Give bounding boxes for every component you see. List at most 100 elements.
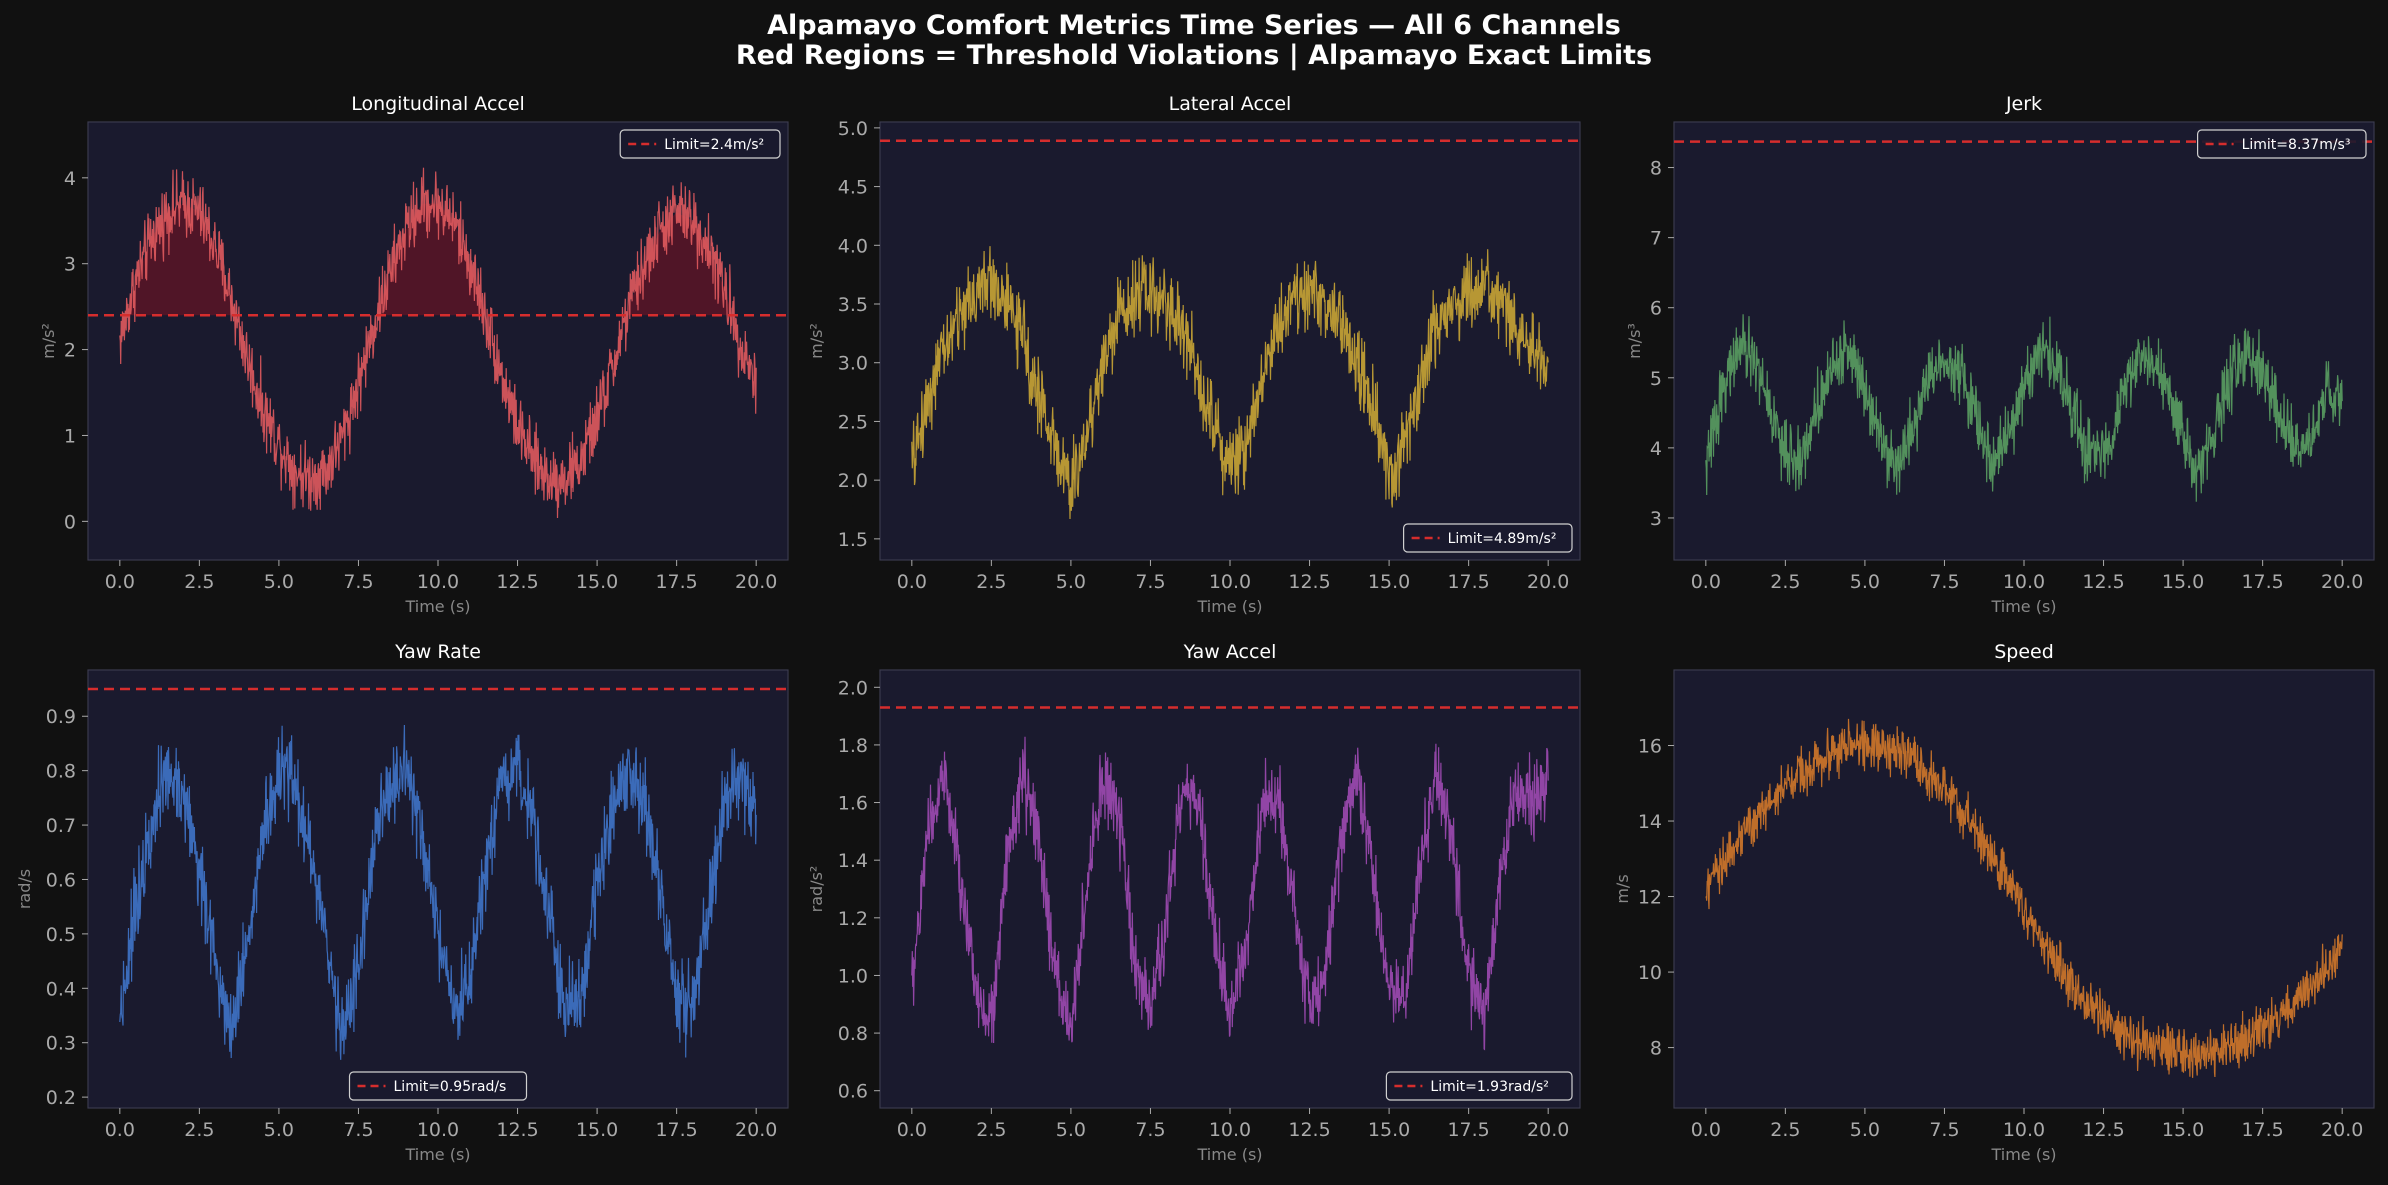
x-tick-label: 0.0 xyxy=(897,571,927,593)
y-tick-label: 6 xyxy=(1650,298,1662,320)
y-tick-label: 1 xyxy=(64,425,76,447)
x-tick-label: 7.5 xyxy=(1135,1119,1165,1141)
series-line xyxy=(1705,718,2343,1078)
x-tick-label: 12.5 xyxy=(2082,1119,2124,1141)
x-tick-label: 7.5 xyxy=(1929,571,1959,593)
x-tick-label: 15.0 xyxy=(2162,1119,2204,1141)
y-axis-label: m/s xyxy=(1613,874,1632,903)
figure-subtitle: Red Regions = Threshold Violations | Alp… xyxy=(735,40,1653,71)
x-tick-label: 10.0 xyxy=(1209,1119,1251,1141)
x-tick-label: 2.5 xyxy=(184,571,214,593)
y-tick-label: 4.0 xyxy=(838,235,868,257)
legend-label: Limit=2.4m/s² xyxy=(664,137,764,153)
x-tick-label: 10.0 xyxy=(2003,1119,2045,1141)
legend-box xyxy=(619,129,781,159)
x-tick-label: 12.5 xyxy=(1288,1119,1330,1141)
y-tick-label: 8 xyxy=(1650,158,1662,180)
x-tick-label: 20.0 xyxy=(735,571,777,593)
violation-region xyxy=(377,203,486,316)
x-axis-label: Time (s) xyxy=(1990,597,2056,616)
x-tick-label: 2.5 xyxy=(976,1119,1006,1141)
series-line xyxy=(1705,314,2343,502)
subplot-3: Jerk 0.0 2.5 5.0 7.5 10.0 12.5 15.0 17.5 20.0 3 4 5 6… xyxy=(1625,93,2375,616)
subplot-title: Speed xyxy=(1994,641,2054,663)
x-tick-label: 7.5 xyxy=(343,571,373,593)
x-tick-label: 0.0 xyxy=(105,1119,135,1141)
x-tick-label: 20.0 xyxy=(1527,1119,1569,1141)
subplot-4: Yaw Rate 0.0 2.5 5.0 7.5 10.0 12.5 15.0 17.5 20.0… xyxy=(15,641,789,1164)
x-axis-label: Time (s) xyxy=(404,1145,470,1164)
y-axis-label: rad/s xyxy=(15,869,34,909)
legend: Limit=4.89m/s² xyxy=(1402,523,1573,553)
y-axis-label: rad/s² xyxy=(807,866,826,913)
legend-box xyxy=(1385,1071,1573,1101)
x-tick-label: 10.0 xyxy=(417,571,459,593)
x-tick-label: 20.0 xyxy=(735,1119,777,1141)
x-tick-label: 10.0 xyxy=(417,1119,459,1141)
legend: Limit=0.95rad/s xyxy=(348,1071,528,1101)
y-tick-label: 1.0 xyxy=(838,965,868,987)
x-tick-label: 10.0 xyxy=(1209,571,1251,593)
subplot-title: Lateral Accel xyxy=(1169,93,1292,115)
plot-area xyxy=(879,669,1581,1109)
plot-area xyxy=(879,121,1581,561)
x-tick-label: 7.5 xyxy=(343,1119,373,1141)
x-tick-label: 7.5 xyxy=(1135,571,1165,593)
y-tick-label: 0.2 xyxy=(46,1087,76,1109)
plot-area xyxy=(1673,121,2375,561)
series-line xyxy=(911,736,1549,1051)
legend-box xyxy=(1402,523,1573,553)
y-tick-label: 5 xyxy=(1650,368,1662,390)
x-tick-label: 0.0 xyxy=(1691,571,1721,593)
y-axis-label: m/s² xyxy=(39,323,58,359)
x-tick-label: 2.5 xyxy=(1770,571,1800,593)
legend: Limit=2.4m/s² xyxy=(619,129,781,159)
subplot-5: Yaw Accel 0.0 2.5 5.0 7.5 10.0 12.5 15.0 17.5 20.… xyxy=(807,641,1581,1164)
x-tick-label: 12.5 xyxy=(496,1119,538,1141)
y-tick-label: 1.6 xyxy=(838,793,868,815)
x-tick-label: 15.0 xyxy=(576,571,618,593)
y-tick-label: 4.5 xyxy=(838,177,868,199)
x-tick-label: 5.0 xyxy=(1850,1119,1880,1141)
legend-label: Limit=8.37m/s³ xyxy=(2242,137,2351,153)
y-tick-label: 2.0 xyxy=(838,677,868,699)
x-tick-label: 20.0 xyxy=(2321,1119,2363,1141)
y-tick-label: 0 xyxy=(64,511,76,533)
legend-box xyxy=(2197,129,2367,159)
violation-region xyxy=(626,212,733,316)
subplot-title: Jerk xyxy=(2005,93,2042,115)
y-tick-label: 7 xyxy=(1650,228,1662,250)
x-axis-label: Time (s) xyxy=(1196,1145,1262,1164)
y-tick-label: 2.0 xyxy=(838,470,868,492)
series-line xyxy=(119,724,757,1060)
y-tick-label: 1.4 xyxy=(838,850,868,872)
y-tick-label: 3.0 xyxy=(838,353,868,375)
x-tick-label: 0.0 xyxy=(1691,1119,1721,1141)
legend-box xyxy=(348,1071,528,1101)
subplot-1: Longitudinal Accel 0.0 2.5 5.0 7.5 10.0 12.5 15… xyxy=(39,93,789,616)
x-tick-label: 10.0 xyxy=(2003,571,2045,593)
y-tick-label: 5.0 xyxy=(838,118,868,140)
subplot-6: Speed 0.0 2.5 5.0 7.5 10.0 12.5 15.0 17.5 20.0 8 10… xyxy=(1613,641,2375,1164)
y-tick-label: 8 xyxy=(1650,1038,1662,1060)
y-tick-label: 0.8 xyxy=(46,761,76,783)
x-tick-label: 2.5 xyxy=(1770,1119,1800,1141)
series-line xyxy=(119,167,757,519)
y-tick-label: 14 xyxy=(1638,811,1662,833)
x-axis-label: Time (s) xyxy=(1196,597,1262,616)
y-tick-label: 2 xyxy=(64,340,76,362)
x-axis-label: Time (s) xyxy=(1990,1145,2056,1164)
series-line xyxy=(911,246,1549,520)
y-tick-label: 3 xyxy=(64,254,76,276)
subplot-title: Yaw Rate xyxy=(394,641,481,663)
x-tick-label: 12.5 xyxy=(1288,571,1330,593)
y-tick-label: 4 xyxy=(64,168,76,190)
figure-title: Alpamayo Comfort Metrics Time Series — A… xyxy=(767,10,1621,41)
y-tick-label: 0.3 xyxy=(46,1033,76,1055)
x-tick-label: 17.5 xyxy=(2241,1119,2283,1141)
y-tick-label: 10 xyxy=(1638,962,1662,984)
x-tick-label: 17.5 xyxy=(1447,571,1489,593)
x-tick-label: 17.5 xyxy=(1447,1119,1489,1141)
